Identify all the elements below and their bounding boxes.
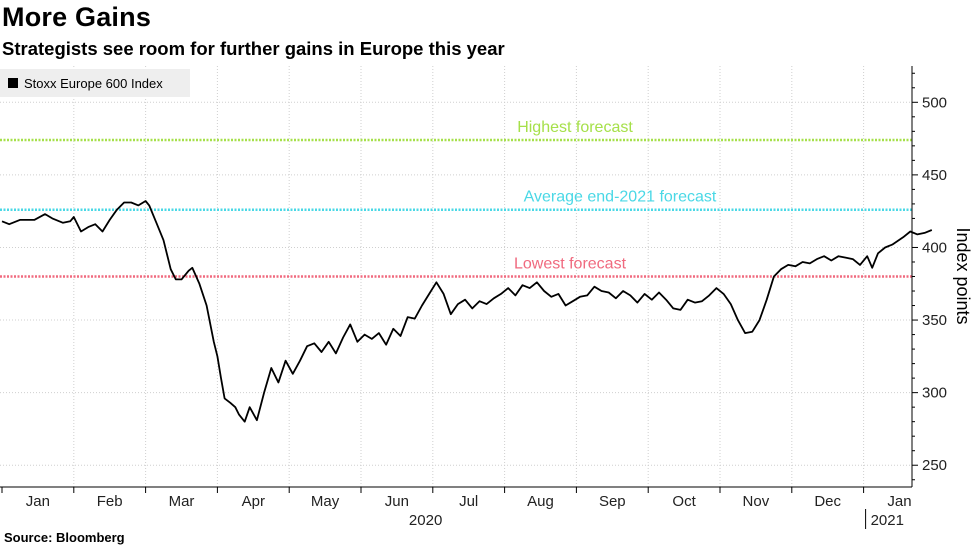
y-axis-title: Index points	[953, 227, 973, 324]
year-label-2020: 2020	[409, 512, 442, 529]
y-tick-label-500: 500	[922, 94, 947, 111]
x-tick-label-aug: Aug	[527, 493, 554, 510]
source-note: Source: Bloomberg	[4, 530, 125, 545]
x-tick-label-jun: Jun	[385, 493, 409, 510]
x-tick-label-jan: Jan	[26, 493, 50, 510]
y-tick-label-300: 300	[922, 385, 947, 402]
average-forecast-label: Average end-2021 forecast	[524, 189, 717, 206]
y-tick-label-250: 250	[922, 457, 947, 474]
x-tick-label-mar: Mar	[169, 493, 195, 510]
lowest-forecast-label: Lowest forecast	[514, 256, 627, 273]
chart-subtitle: Strategists see room for further gains i…	[2, 38, 505, 59]
y-tick-label-350: 350	[922, 312, 947, 329]
legend: Stoxx Europe 600 Index	[0, 69, 190, 97]
x-tick-label-nov: Nov	[743, 493, 770, 510]
series-line-stoxx-600	[1, 200, 933, 423]
x-tick-label-jan: Jan	[887, 493, 911, 510]
x-tick-label-feb: Feb	[97, 493, 123, 510]
x-tick-label-apr: Apr	[242, 493, 265, 510]
year-label-2021: 2021	[871, 512, 904, 529]
x-tick-label-jul: Jul	[459, 493, 478, 510]
y-tick-label-400: 400	[922, 239, 947, 256]
axes: 250 300 350 400 450 500 Jan Feb Mar Apr May Jun Jul A…	[0, 66, 947, 529]
highest-forecast-label: Highest forecast	[517, 119, 633, 136]
legend-background	[0, 69, 190, 97]
chart-title: More Gains	[2, 2, 152, 32]
legend-swatch	[8, 78, 18, 88]
forecast-lines: Highest forecast Average end-2021 forecas…	[0, 119, 912, 278]
x-tick-label-oct: Oct	[672, 493, 696, 510]
x-tick-label-sep: Sep	[599, 493, 626, 510]
series-layer	[1, 200, 933, 423]
y-tick-label-450: 450	[922, 167, 947, 184]
x-tick-label-may: May	[311, 493, 340, 510]
legend-label: Stoxx Europe 600 Index	[24, 76, 163, 91]
x-tick-label-dec: Dec	[814, 493, 841, 510]
